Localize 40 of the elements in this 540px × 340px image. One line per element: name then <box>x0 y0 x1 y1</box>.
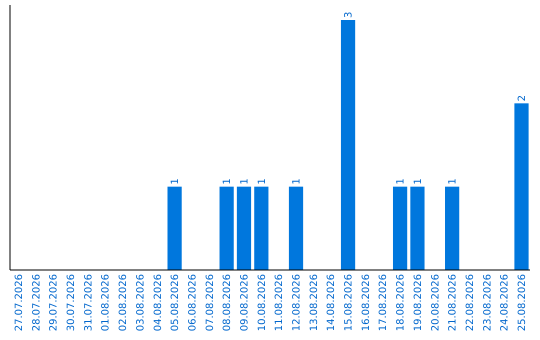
data-label: 1 <box>412 178 424 185</box>
x-tick-label: 19.08.2026 <box>412 274 424 332</box>
data-label: 1 <box>396 178 407 185</box>
x-tick-label: 13.08.2026 <box>308 274 320 332</box>
x-tick-label: 18.08.2026 <box>396 274 407 332</box>
x-tick-label: 20.08.2026 <box>430 274 442 332</box>
x-tick-label: 10.08.2026 <box>256 274 268 332</box>
x-tick-label: 30.07.2026 <box>66 274 78 332</box>
data-label: 1 <box>292 178 303 185</box>
x-tick-label: 24.08.2026 <box>500 274 511 332</box>
x-tick-label: 09.08.2026 <box>239 274 250 332</box>
x-tick-label: 01.08.2026 <box>100 274 112 332</box>
data-label: 1 <box>222 178 234 185</box>
x-tick-label: 27.07.2026 <box>14 274 25 332</box>
x-tick-label: 21.08.2026 <box>448 274 459 332</box>
x-tick-label: 31.07.2026 <box>83 274 94 332</box>
x-tick-label: 07.08.2026 <box>204 274 216 332</box>
x-tick-label: 11.08.2026 <box>274 274 286 332</box>
x-tick-label: 12.08.2026 <box>292 274 303 332</box>
x-tick-label: 02.08.2026 <box>118 274 130 332</box>
x-tick-label: 25.08.2026 <box>517 274 528 332</box>
x-tick-label: 15.08.2026 <box>344 274 355 332</box>
x-tick-label: 14.08.2026 <box>326 274 338 332</box>
data-label: 1 <box>256 178 268 185</box>
x-tick-label: 28.07.2026 <box>31 274 42 332</box>
x-tick-label: 08.08.2026 <box>222 274 234 332</box>
data-label: 1 <box>170 178 182 185</box>
x-tick-label: 16.08.2026 <box>360 274 372 332</box>
data-label: 2 <box>517 94 528 102</box>
x-tick-label: 17.08.2026 <box>378 274 390 332</box>
x-tick-label: 23.08.2026 <box>482 274 494 332</box>
data-label: 1 <box>239 178 250 185</box>
x-tick-label: 04.08.2026 <box>152 274 164 332</box>
data-label: 3 <box>344 12 355 18</box>
x-tick-label: 03.08.2026 <box>135 274 146 332</box>
data-label: 1 <box>448 178 459 185</box>
x-tick-label: 06.08.2026 <box>187 274 198 332</box>
x-tick-label: 22.08.2026 <box>464 274 476 332</box>
x-tick-label: 29.07.2026 <box>48 274 60 332</box>
x-tick-label: 05.08.2026 <box>170 274 182 332</box>
